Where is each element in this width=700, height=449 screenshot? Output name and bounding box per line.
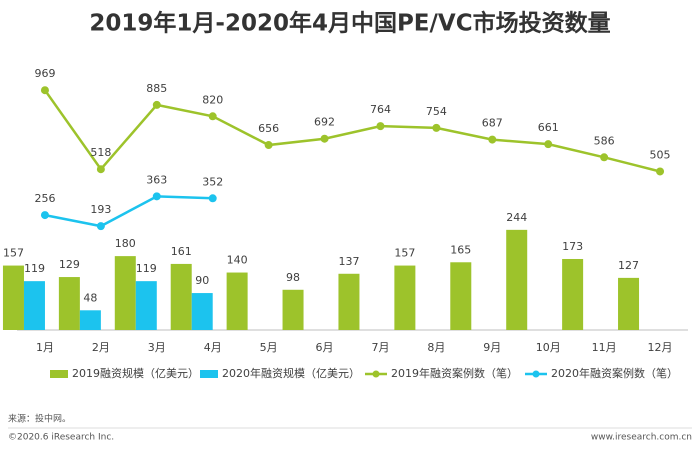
marker: [320, 134, 329, 143]
data-label: 173: [562, 240, 583, 253]
bar: [394, 265, 416, 330]
x-tick-label: 1月: [36, 341, 54, 354]
legend-swatch: [50, 370, 68, 378]
bar: [170, 263, 192, 330]
data-label: 661: [538, 121, 559, 134]
data-label: 754: [426, 105, 447, 118]
bar: [2, 265, 24, 330]
data-label: 764: [370, 103, 391, 116]
marker: [544, 140, 553, 149]
marker: [376, 122, 385, 131]
bar: [114, 256, 136, 330]
bar: [135, 281, 157, 330]
marker: [96, 222, 105, 231]
marker: [264, 141, 273, 150]
data-label: 244: [506, 211, 527, 224]
data-label: 157: [3, 247, 24, 260]
website: www.iresearch.com.cn: [591, 433, 692, 443]
data-label: 127: [618, 259, 639, 272]
bar: [282, 289, 304, 330]
bar: [226, 272, 248, 330]
marker: [656, 167, 665, 176]
data-label: 193: [90, 203, 111, 216]
line: [44, 195, 213, 228]
data-label: 656: [258, 122, 279, 135]
marker: [208, 112, 217, 121]
legend-label: 2020年融资规模（亿美元）: [222, 366, 360, 380]
data-label: 48: [83, 291, 97, 304]
marker: [96, 165, 105, 174]
bar: [58, 277, 80, 330]
data-label: 98: [286, 271, 300, 284]
data-label: 518: [90, 146, 111, 159]
bar: [23, 281, 45, 330]
legend-swatch: [532, 370, 540, 378]
marker: [432, 123, 441, 132]
x-tick-label: 12月: [648, 341, 673, 354]
x-tick-label: 11月: [592, 341, 617, 354]
data-label: 256: [34, 192, 55, 205]
data-label: 157: [394, 247, 415, 260]
legend-label: 2019年融资案例数（笔）: [391, 366, 518, 380]
chart-title: 2019年1月-2020年4月中国PE/VC市场投资数量: [89, 10, 610, 37]
copyright: ©2020.6 iResearch Inc.: [8, 433, 114, 443]
x-tick-label: 9月: [483, 341, 501, 354]
x-tick-label: 4月: [204, 341, 222, 354]
marker: [208, 194, 217, 203]
bar: [191, 293, 213, 330]
legend-swatch: [200, 370, 218, 378]
x-tick-label: 6月: [316, 341, 334, 354]
data-label: 885: [146, 82, 167, 95]
x-tick-label: 7月: [371, 341, 389, 354]
bar: [562, 258, 584, 330]
data-label: 140: [227, 254, 248, 267]
legend-label: 2019融资规模（亿美元）: [72, 366, 199, 380]
legend-label: 2020年融资案例数（笔）: [551, 366, 678, 380]
data-label: 363: [146, 173, 167, 186]
legend-swatch: [372, 370, 380, 378]
x-tick-label: 3月: [148, 341, 166, 354]
x-tick-label: 5月: [260, 341, 278, 354]
bar: [79, 310, 101, 330]
data-label: 119: [24, 262, 45, 275]
bar: [506, 229, 528, 330]
bar: [338, 273, 360, 330]
line: [43, 89, 661, 173]
marker: [488, 135, 497, 144]
data-label: 165: [450, 243, 471, 256]
x-tick-label: 2月: [92, 341, 110, 354]
data-label: 161: [171, 245, 192, 258]
data-label: 180: [115, 237, 136, 250]
data-label: 119: [136, 262, 157, 275]
data-label: 687: [482, 117, 503, 130]
marker: [600, 153, 609, 162]
data-label: 586: [594, 134, 615, 147]
data-label: 820: [202, 93, 223, 106]
x-tick-label: 10月: [536, 341, 561, 354]
data-label: 352: [202, 175, 223, 188]
x-tick-label: 8月: [427, 341, 445, 354]
data-label: 505: [650, 148, 671, 161]
data-label: 137: [338, 255, 359, 268]
marker: [40, 211, 49, 220]
data-label: 129: [59, 258, 80, 271]
data-label: 692: [314, 116, 335, 129]
data-label: 90: [195, 274, 209, 287]
marker: [152, 100, 161, 109]
marker: [152, 192, 161, 201]
source: 来源：投中网。: [8, 413, 71, 425]
data-label: 969: [34, 67, 55, 80]
marker: [40, 86, 49, 95]
bar: [450, 262, 472, 330]
bar: [618, 277, 640, 330]
